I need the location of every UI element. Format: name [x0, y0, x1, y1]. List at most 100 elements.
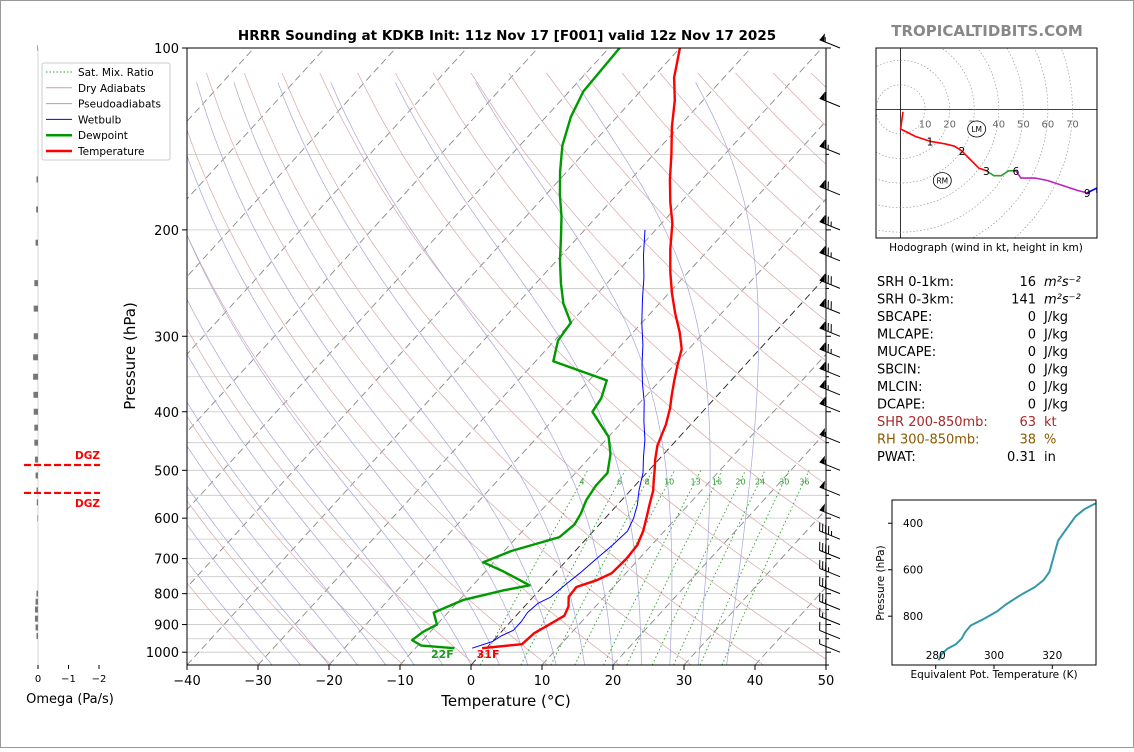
param-label: SHR 200-850mb:: [877, 415, 988, 430]
hodograph-ring-label: 10: [919, 119, 932, 130]
param-value: 63: [1019, 415, 1036, 430]
barb-staff: [820, 487, 840, 495]
barb-staff: [820, 280, 840, 288]
omega-bar: [34, 280, 38, 286]
wind-barb: [820, 396, 843, 412]
barb-staff: [820, 305, 840, 313]
hodograph-ring-label: 20: [943, 119, 956, 130]
barb-staff: [820, 630, 840, 638]
barb-staff: [820, 462, 840, 470]
dry-adiabat: [93, 73, 475, 665]
omega-tick-label: −1: [61, 674, 76, 685]
omega-tick-label: −2: [92, 674, 107, 685]
omega-bar: [36, 633, 38, 639]
wind-barb: [817, 522, 843, 539]
chart-title: HRRR Sounding at KDKB Init: 11z Nov 17 […: [238, 28, 776, 44]
barb-full: [817, 577, 823, 586]
param-value: 0: [1028, 328, 1036, 343]
param-unit: J/kg: [1043, 345, 1068, 360]
legend-label: Pseudoadiabats: [78, 99, 161, 111]
x-tick-label: −30: [244, 674, 271, 689]
hodograph-trace: [1016, 171, 1087, 193]
param-value: 0: [1028, 310, 1036, 325]
hodograph-trace: [987, 171, 1017, 176]
mixing-ratio-label: 6: [617, 478, 622, 487]
x-tick-label: −10: [386, 674, 413, 689]
y-tick-label: 900: [154, 619, 179, 634]
y-axis-label: Pressure (hPa): [121, 302, 139, 410]
barb-staff: [820, 146, 840, 154]
pseudoadiabat: [14, 82, 301, 665]
theta-y-tick-label: 800: [903, 611, 923, 623]
param-value: 0: [1028, 345, 1036, 360]
param-label: MLCAPE:: [877, 328, 934, 343]
param-unit: m²s⁻²: [1044, 293, 1081, 308]
hodograph-height-label: 9: [1084, 188, 1091, 200]
barb-staff: [820, 349, 840, 357]
wind-barb: [817, 560, 843, 577]
omega-bar: [36, 473, 38, 479]
param-unit: J/kg: [1043, 380, 1068, 395]
theta-e-profile: [939, 502, 1099, 660]
mixing-ratio-line: [521, 470, 625, 665]
wind-barb: [820, 91, 843, 107]
omega-bar: [34, 409, 38, 415]
x-tick-label: −20: [315, 674, 342, 689]
dry-adiabat: [320, 73, 908, 665]
storm-motion-label: RM: [936, 177, 948, 186]
param-value: 0: [1028, 363, 1036, 378]
dry-adiabat: [131, 73, 548, 665]
theta-x-tick-label: 280: [926, 650, 946, 662]
hodograph-ring-label: 60: [1042, 119, 1055, 130]
param-unit: J/kg: [1043, 398, 1068, 413]
dry-adiabat: [433, 73, 1123, 665]
isotherm: [258, 48, 822, 665]
mixing-ratio-line: [652, 470, 745, 665]
wind-barb: [820, 455, 843, 471]
x-tick-label: 10: [534, 674, 551, 689]
omega-bar: [34, 306, 38, 312]
dry-adiabat: [773, 73, 1134, 665]
param-unit: J/kg: [1043, 363, 1068, 378]
mixing-ratio-label: 24: [755, 478, 765, 487]
hodograph-ring-label: 70: [1066, 119, 1079, 130]
legend-label: Sat. Mix. Ratio: [78, 67, 154, 79]
pseudoadiabat: [31, 82, 329, 665]
x-axis-label: Temperature (°C): [440, 692, 570, 710]
brand-logo: TROPICALTIDBITS.COM: [891, 22, 1083, 40]
pseudoadiabat: [331, 82, 613, 665]
mixing-ratio-label: 16: [712, 478, 722, 487]
y-tick-label: 400: [154, 406, 179, 421]
wind-barb: [820, 503, 843, 519]
param-label: SRH 0-3km:: [877, 293, 954, 308]
pseudoadiabat: [278, 82, 585, 665]
omega-bar: [36, 599, 38, 605]
wind-barb: [817, 593, 843, 610]
param-value: 16: [1019, 275, 1036, 290]
hodograph-ring-label: 50: [1017, 119, 1030, 130]
omega-bar: [33, 354, 38, 360]
param-label: MUCAPE:: [877, 345, 936, 360]
param-value: 141: [1011, 293, 1036, 308]
barb-half: [818, 639, 821, 644]
y-tick-label: 500: [154, 464, 179, 479]
param-label: DCAPE:: [877, 398, 925, 413]
wind-barb: [820, 342, 843, 358]
barb-staff: [820, 568, 840, 576]
barb-full: [817, 542, 823, 551]
barb-full: [817, 622, 823, 631]
param-unit: J/kg: [1043, 328, 1068, 343]
param-unit: in: [1044, 450, 1056, 465]
mixing-ratio-line: [700, 470, 789, 665]
omega-tick-label: 0: [35, 674, 41, 685]
barb-staff: [820, 616, 840, 624]
legend-label: Dewpoint: [78, 130, 128, 142]
wind-barb: [820, 179, 843, 195]
param-value: 0: [1028, 380, 1036, 395]
mixing-ratio-label: 8: [645, 478, 650, 487]
y-tick-label: 100: [154, 42, 179, 57]
wind-barb: [820, 214, 843, 230]
barb-staff: [820, 387, 840, 395]
dry-adiabat: [395, 73, 1051, 665]
